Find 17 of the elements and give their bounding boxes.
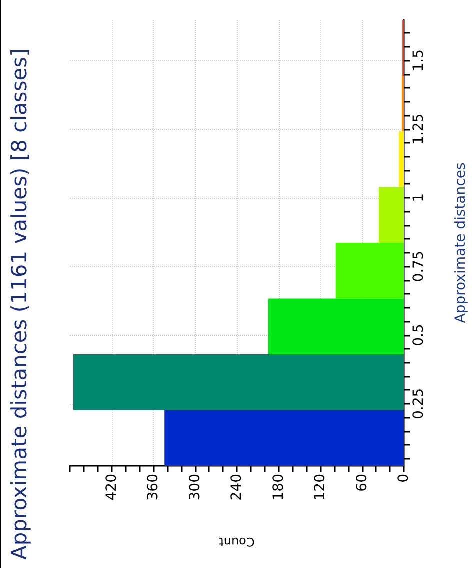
x-tick-label: 60 [354,474,370,492]
y-tick-label: 1.5 [411,50,427,72]
x-tick-label: 360 [146,474,162,501]
x-tick-label: 180 [270,474,287,501]
x-tick-label: 120 [312,474,328,501]
y-tick-label: 0.5 [411,324,427,346]
y-tick-label: 0.25 [411,388,427,420]
y-tick-label: 1 [411,194,427,202]
x-axis-title: Count [218,535,255,549]
y-tick-label: 1.25 [411,114,427,145]
y-tick-label: 0.75 [411,251,427,282]
y-axis-title: Approximate distances [453,162,469,324]
x-tick-label: 300 [187,474,204,501]
x-tick-label: 0 [396,474,412,483]
x-tick-label: 240 [229,474,245,501]
x-tick-label: 420 [104,474,120,501]
text: Approximate distances (1161 values) [8 classes] [8,48,32,560]
